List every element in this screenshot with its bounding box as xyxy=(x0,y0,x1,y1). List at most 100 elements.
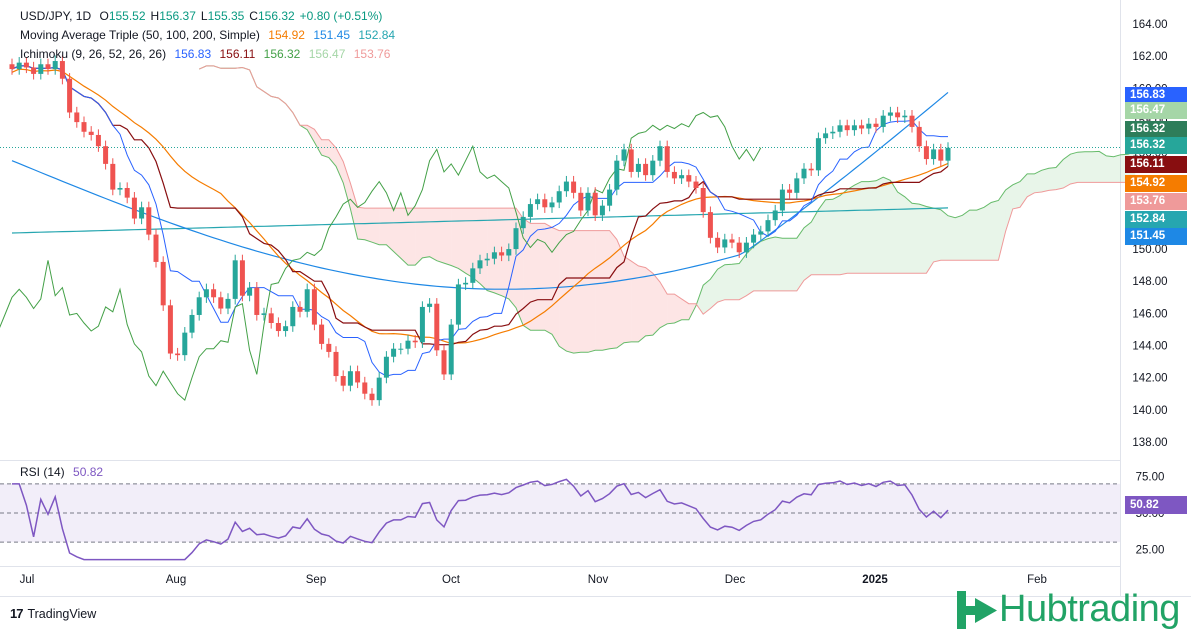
rsi-legend-value: 50.82 xyxy=(73,465,104,479)
candle-body xyxy=(873,123,879,127)
candle-body xyxy=(535,199,541,205)
candle-body xyxy=(938,149,944,161)
candle-body xyxy=(427,303,433,307)
price-tick-label: 142.00 xyxy=(1132,373,1167,385)
candle-body xyxy=(405,340,411,349)
cloud-segment xyxy=(854,181,862,274)
rsi-line xyxy=(12,478,949,561)
cloud-segment xyxy=(861,181,869,274)
cloud-segment xyxy=(847,185,855,274)
candle-body xyxy=(175,353,181,356)
candle-body xyxy=(412,340,418,343)
l-value: 155.35 xyxy=(207,9,245,23)
rsi-value-tag: 50.82 xyxy=(1125,496,1187,514)
candle-body xyxy=(599,205,605,216)
candle-body xyxy=(463,282,469,285)
cloud-segment xyxy=(1106,155,1114,183)
hubtrading-logo-icon xyxy=(957,590,997,629)
cloud-segment xyxy=(638,265,646,342)
c-value: 156.32 xyxy=(257,9,295,23)
cloud-segment xyxy=(616,239,624,348)
cloud-segment xyxy=(566,230,574,354)
price-tick-label: 140.00 xyxy=(1132,405,1167,417)
ohlc-legend: USD/JPY, 1D O155.52 H156.37 L155.35 C156.32… xyxy=(20,9,392,23)
cloud-segment xyxy=(501,208,509,299)
candle-body xyxy=(477,260,483,269)
chikou-line xyxy=(0,111,762,401)
candle-body xyxy=(139,207,145,219)
candle-body xyxy=(693,181,699,188)
cloud-segment xyxy=(364,208,372,243)
candle-body xyxy=(81,122,87,132)
time-tick-label: Nov xyxy=(588,574,609,586)
candle-body xyxy=(801,168,807,179)
candle-body xyxy=(247,287,253,296)
cloud-segment xyxy=(1048,167,1056,191)
cloud-segment xyxy=(523,218,531,331)
candle-body xyxy=(275,323,281,332)
span-b-value: 153.76 xyxy=(353,47,391,61)
candle-body xyxy=(945,147,951,161)
candle-body xyxy=(844,125,850,131)
cloud-segment xyxy=(1056,159,1064,190)
cloud-segment xyxy=(919,204,927,274)
kijun-line xyxy=(11,65,949,346)
candle-body xyxy=(779,189,785,211)
price-tag: 153.76 xyxy=(1125,193,1187,210)
cloud-segment xyxy=(739,253,747,300)
cloud-segment xyxy=(321,139,329,158)
candle-body xyxy=(74,112,80,123)
candle-body xyxy=(527,204,533,217)
grid xyxy=(0,0,1191,597)
l-label: L xyxy=(200,9,208,23)
ma50-line xyxy=(11,68,949,345)
time-tick-label: Feb xyxy=(1027,574,1047,586)
hubtrading-branding: Hubtrading xyxy=(955,588,1180,631)
cloud-segment xyxy=(465,208,473,278)
candle-body xyxy=(110,163,116,190)
cloud-segment xyxy=(645,267,653,336)
candle-body xyxy=(311,289,317,325)
cloud-segment xyxy=(782,238,790,291)
candle-body xyxy=(563,181,569,192)
candle-body xyxy=(268,313,274,323)
cloud-segment xyxy=(1063,154,1071,188)
candle-body xyxy=(470,268,476,283)
cloud-segment xyxy=(631,261,639,342)
c-label: C xyxy=(249,9,258,23)
candle-body xyxy=(823,133,829,139)
candle-body xyxy=(319,324,325,344)
ohlc-values: O155.52 H156.37 L155.35 C156.32 +0.80 (+0.51… xyxy=(99,9,387,23)
cloud-segment xyxy=(890,180,898,274)
candle-body xyxy=(59,61,65,79)
candle-body xyxy=(88,131,94,135)
candle-body xyxy=(340,376,346,386)
cloud-segment xyxy=(1099,151,1107,183)
cloud-segment xyxy=(1027,173,1035,197)
cloud-segment xyxy=(897,192,905,274)
price-tag: 152.84 xyxy=(1125,211,1187,228)
cloud-segment xyxy=(624,256,632,343)
cloud-segment xyxy=(314,129,322,156)
cloud-segment xyxy=(789,238,797,291)
cloud-segment xyxy=(717,264,725,303)
price-tag: 154.92 xyxy=(1125,175,1187,192)
candle-body xyxy=(736,242,742,253)
candle-body xyxy=(700,188,706,213)
cloud-segment xyxy=(1034,170,1042,193)
candle-body xyxy=(585,192,591,211)
candle-body xyxy=(383,356,389,378)
candle-body xyxy=(758,231,764,235)
ma-legend: Moving Average Triple (50, 100, 200, Sim… xyxy=(20,28,400,42)
cloud-segment xyxy=(933,208,941,262)
cloud-segment xyxy=(436,208,444,264)
candle-body xyxy=(743,242,749,253)
price-tag: 151.45 xyxy=(1125,228,1187,245)
cloud-segment xyxy=(811,209,819,275)
span-a-value: 156.47 xyxy=(308,47,346,61)
symbol-label: USD/JPY, 1D xyxy=(20,9,92,23)
cloud-segment xyxy=(530,223,538,331)
price-tag: 156.32 xyxy=(1125,121,1187,138)
